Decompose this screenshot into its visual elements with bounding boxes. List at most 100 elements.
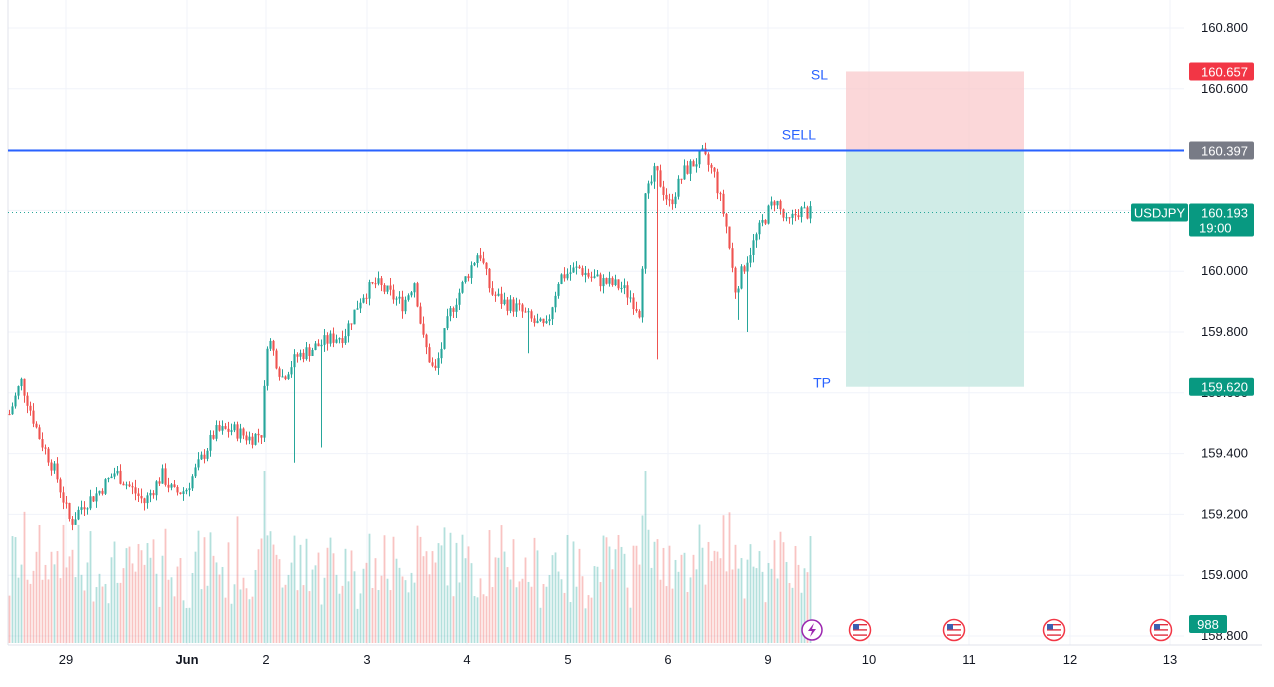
candle-body — [470, 265, 473, 279]
volume-bar — [125, 548, 128, 643]
candle-body — [716, 171, 719, 194]
flag-stripe — [947, 631, 961, 634]
volume-bar — [587, 595, 590, 643]
volume-bar — [647, 529, 650, 643]
volume-bar — [155, 573, 158, 643]
x-tick-label: 5 — [564, 652, 571, 667]
candle-body — [188, 488, 191, 490]
volume-bar — [14, 537, 17, 643]
candle-body — [545, 321, 548, 324]
candle-body — [602, 278, 605, 287]
volume-bar — [359, 593, 362, 643]
candle-body — [404, 299, 407, 312]
volume-bar — [314, 565, 317, 643]
candle-body — [671, 199, 674, 205]
flag-canton — [947, 624, 953, 630]
candle-body — [32, 410, 35, 424]
volume-bar — [323, 577, 326, 643]
candle-body — [347, 323, 350, 337]
volume-bar — [746, 559, 749, 643]
candle-body — [611, 277, 614, 286]
volume-bar — [713, 550, 716, 643]
volume-bar — [329, 537, 332, 643]
candle-body — [203, 454, 206, 459]
volume-bar — [221, 566, 224, 643]
candle-body — [161, 468, 164, 484]
volume-bar — [266, 535, 269, 643]
volume-bar — [704, 584, 707, 643]
volume-bar — [308, 591, 311, 643]
candle-body — [452, 308, 455, 312]
volume-bar — [95, 587, 98, 643]
candle-body — [29, 405, 32, 411]
candle-body — [26, 395, 29, 406]
candle-body — [53, 463, 56, 471]
price-axis[interactable]: 160.800160.600160.400160.200160.000159.8… — [1131, 20, 1254, 643]
candle-body — [113, 473, 116, 477]
volume-bar — [629, 607, 632, 643]
candle-body — [20, 378, 23, 387]
x-tick-label: 11 — [962, 652, 976, 667]
volume-bar — [608, 546, 611, 643]
price-candles — [8, 142, 812, 531]
candle-body — [269, 340, 272, 349]
volume-bar — [257, 549, 260, 643]
volume-bar — [317, 552, 320, 643]
candle-body — [137, 493, 140, 496]
candle-body — [713, 167, 716, 172]
candle-body — [506, 299, 509, 311]
candle-body — [218, 425, 221, 431]
x-tick-label: 2 — [262, 652, 269, 667]
volume-bar — [557, 571, 560, 643]
volume-bar — [584, 608, 587, 643]
candle-body — [497, 293, 500, 296]
candle-body — [728, 226, 731, 249]
candle-body — [245, 435, 248, 441]
candle-body — [563, 274, 566, 279]
position-zones[interactable]: SL SELL TP — [782, 66, 1024, 391]
flag-stripe — [1047, 629, 1061, 631]
candle-body — [314, 343, 317, 350]
candle-body — [794, 213, 797, 216]
volume-bar — [212, 555, 215, 643]
volume-bar — [209, 532, 212, 643]
volume-bar — [233, 584, 236, 643]
flag-stripe — [1047, 634, 1061, 636]
volume-bar — [311, 569, 314, 643]
volume-bar — [374, 558, 377, 643]
flag-stripe — [947, 629, 961, 631]
candle-body — [707, 154, 710, 165]
candle-body — [803, 207, 806, 209]
flag-stripe — [853, 634, 867, 636]
candle-body — [152, 492, 155, 496]
candle-body — [14, 395, 17, 407]
candle-body — [335, 339, 338, 343]
candle-body — [359, 302, 362, 309]
time-axis[interactable]: 29 Jun 2 3 4 5 6 9 10 11 12 13 — [59, 652, 1177, 667]
candle-body — [197, 459, 200, 468]
candle-body — [689, 161, 692, 174]
volume-bar — [398, 567, 401, 643]
volume-bar — [326, 547, 329, 643]
candle-body — [578, 266, 581, 269]
candle-body — [338, 338, 341, 340]
candle-body — [509, 299, 512, 311]
volume-bar — [332, 553, 335, 643]
volume-bar — [137, 544, 140, 643]
candle-body — [608, 277, 611, 284]
y-tick-label: 159.200 — [1201, 506, 1248, 521]
volume-bar — [590, 597, 593, 643]
candle-body — [548, 319, 551, 322]
volume-bar — [197, 530, 200, 643]
volume-bar — [110, 557, 113, 643]
volume-bar — [422, 556, 425, 643]
volume-bar — [224, 597, 227, 643]
volume-bar — [578, 548, 581, 643]
candle-body — [779, 200, 782, 210]
candle-body — [305, 347, 308, 360]
volume-bar — [53, 564, 56, 643]
volume-bar — [581, 576, 584, 643]
flag-stripe — [947, 634, 961, 636]
volume-bar — [281, 587, 284, 643]
